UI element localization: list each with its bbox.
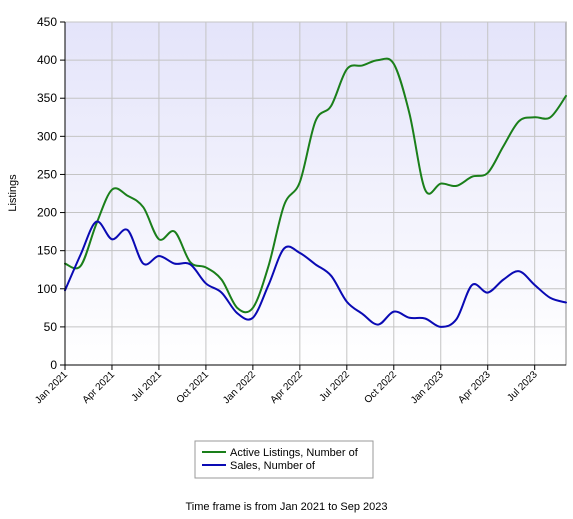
x-tick-label: Apr 2021 [81, 369, 118, 406]
x-tick-label: Jan 2022 [221, 369, 258, 406]
y-axis-title: Listings [7, 174, 19, 212]
y-tick-label: 50 [44, 320, 58, 334]
y-tick-label: 200 [37, 206, 57, 220]
x-tick-labels: Jan 2021 Apr 2021 Jul 2021 Oct 2021 Jan 2022… [33, 369, 540, 406]
y-tick-label: 250 [37, 167, 57, 181]
line-chart: 0 50 100 150 200 250 300 350 400 450 Jan 2021 Apr … [7, 15, 567, 479]
legend-box [194, 440, 374, 479]
x-tick-label: Oct 2021 [175, 369, 212, 406]
x-tick-label: Jan 2021 [33, 369, 70, 406]
y-tick-label: 400 [37, 53, 57, 67]
x-tick-label: Jul 2022 [317, 369, 352, 404]
x-tick-label: Apr 2023 [456, 369, 493, 406]
series-line-active-listings [64, 57, 567, 314]
series-lines [64, 57, 567, 328]
x-tick-label: Apr 2022 [268, 369, 305, 406]
x-tick-label: Jan 2023 [409, 369, 446, 406]
time-frame-caption: Time frame is from Jan 2021 to Sep 2023 [185, 501, 388, 513]
legend: Active Listings, Number of Sales, Number… [194, 440, 374, 479]
y-tick-labels: 0 50 100 150 200 250 300 350 400 450 [37, 15, 57, 372]
plot-area [64, 21, 567, 366]
legend-label-active-listings: Active Listings, Number of [230, 447, 359, 459]
y-tick-label: 350 [37, 91, 57, 105]
legend-label-sales: Sales, Number of [230, 460, 316, 472]
y-tick-label: 0 [50, 358, 57, 372]
x-tick-label: Jul 2023 [505, 369, 540, 404]
series-line-sales [64, 220, 567, 328]
x-tick-label: Oct 2022 [362, 369, 399, 406]
y-tick-label: 450 [37, 15, 57, 29]
axes [60, 21, 566, 370]
y-tick-label: 300 [37, 129, 57, 143]
x-tick-label: Jul 2021 [130, 369, 165, 404]
y-tick-label: 100 [37, 282, 57, 296]
y-tick-label: 150 [37, 244, 57, 258]
